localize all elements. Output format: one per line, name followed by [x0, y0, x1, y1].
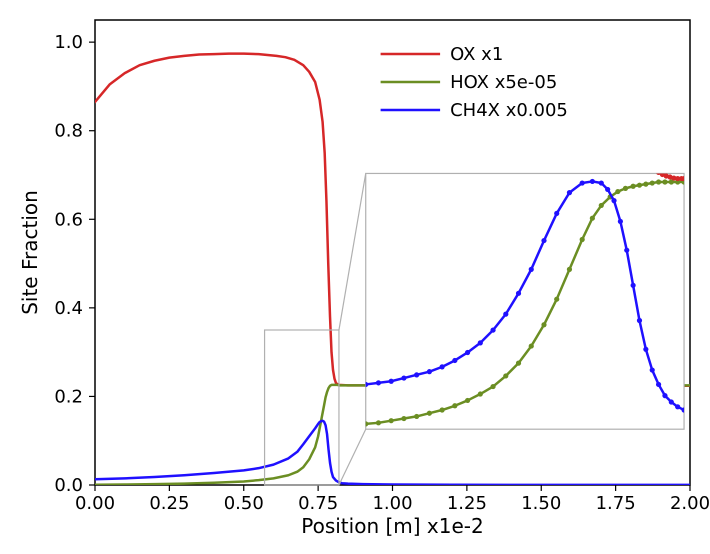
inset-marker: [669, 399, 674, 404]
inset-marker: [590, 216, 595, 221]
inset-marker: [675, 404, 680, 409]
legend-label: HOX x5e-05: [450, 72, 557, 93]
inset-marker: [389, 379, 394, 384]
inset-marker: [516, 291, 521, 296]
inset-marker: [611, 198, 616, 203]
inset-marker: [631, 184, 636, 189]
inset-marker: [490, 384, 495, 389]
inset-marker: [376, 380, 381, 385]
inset-marker: [529, 343, 534, 348]
legend-label: OX x1: [450, 44, 503, 65]
inset-marker: [376, 420, 381, 425]
inset-marker: [490, 327, 495, 332]
svg-text:0.00: 0.00: [75, 493, 115, 514]
svg-text:0.25: 0.25: [149, 493, 189, 514]
inset-marker: [516, 361, 521, 366]
inset-marker: [478, 340, 483, 345]
inset-marker: [401, 375, 406, 380]
svg-text:0.4: 0.4: [54, 298, 83, 319]
inset-marker: [554, 297, 559, 302]
inset-marker: [656, 382, 661, 387]
inset-marker: [599, 180, 604, 185]
inset-marker: [567, 190, 572, 195]
inset-marker: [590, 179, 595, 184]
inset-marker: [567, 267, 572, 272]
svg-text:1.50: 1.50: [521, 493, 561, 514]
svg-text:0.0: 0.0: [54, 475, 83, 496]
inset-marker: [465, 350, 470, 355]
inset-marker: [427, 411, 432, 416]
inset-marker: [580, 180, 585, 185]
inset-marker: [440, 407, 445, 412]
site-fraction-chart: 0.00 0.25 0.50 0.75 1.00 1.25 1.50 1.75 2.00 0.0 0…: [0, 0, 710, 554]
inset-marker: [529, 267, 534, 272]
svg-text:1.00: 1.00: [372, 493, 412, 514]
svg-text:2.00: 2.00: [670, 493, 710, 514]
inset-marker: [662, 393, 667, 398]
inset-marker: [623, 186, 628, 191]
inset-marker: [618, 219, 623, 224]
svg-text:1.25: 1.25: [447, 493, 487, 514]
inset-marker: [427, 369, 432, 374]
inset-marker: [389, 418, 394, 423]
inset-marker: [615, 189, 620, 194]
y-axis-label: Site Fraction: [18, 190, 42, 315]
inset-marker: [541, 238, 546, 243]
inset-marker: [401, 416, 406, 421]
inset-marker: [465, 398, 470, 403]
inset-marker: [478, 391, 483, 396]
svg-text:0.50: 0.50: [224, 493, 264, 514]
inset-marker: [643, 182, 648, 187]
inset-marker: [541, 322, 546, 327]
inset-marker: [650, 180, 655, 185]
svg-text:0.75: 0.75: [298, 493, 338, 514]
inset-marker: [656, 179, 661, 184]
x-axis-label: Position [m] x1e-2: [301, 514, 483, 538]
inset-marker: [643, 347, 648, 352]
inset-marker: [650, 367, 655, 372]
inset-marker: [599, 203, 604, 208]
inset-marker: [503, 312, 508, 317]
svg-text:1.0: 1.0: [54, 32, 83, 53]
inset-marker: [452, 358, 457, 363]
inset-marker: [624, 248, 629, 253]
svg-text:0.8: 0.8: [54, 121, 83, 142]
svg-text:1.75: 1.75: [596, 493, 636, 514]
inset-marker: [631, 283, 636, 288]
inset-marker: [554, 211, 559, 216]
legend-label: CH4X x0.005: [450, 100, 568, 121]
inset-marker: [605, 187, 610, 192]
svg-text:0.2: 0.2: [54, 386, 83, 407]
inset-marker: [452, 403, 457, 408]
inset-marker: [580, 237, 585, 242]
inset-marker: [637, 318, 642, 323]
svg-text:0.6: 0.6: [54, 209, 83, 230]
inset-marker: [440, 364, 445, 369]
inset-marker: [414, 414, 419, 419]
inset-marker: [503, 373, 508, 378]
inset-marker: [637, 183, 642, 188]
inset-marker: [662, 179, 667, 184]
inset-marker: [414, 372, 419, 377]
